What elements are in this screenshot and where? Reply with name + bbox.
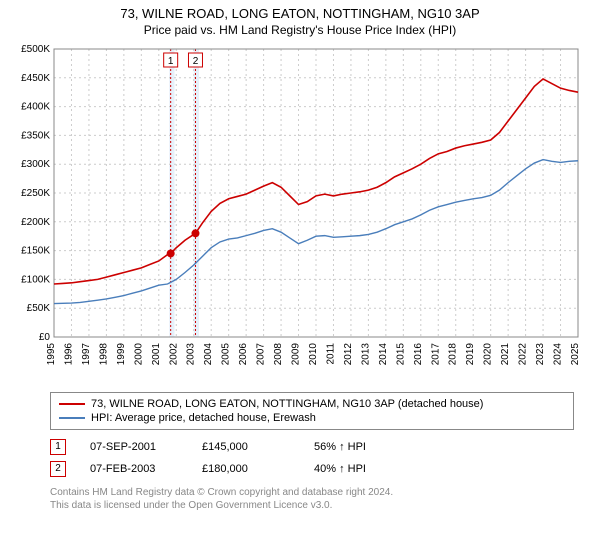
svg-text:£500K: £500K	[21, 44, 50, 55]
transaction-delta: 40% ↑ HPI	[314, 463, 402, 475]
transaction-date: 07-FEB-2003	[90, 463, 178, 475]
transaction-date: 07-SEP-2001	[90, 441, 178, 453]
svg-text:1: 1	[168, 56, 174, 67]
svg-text:1995: 1995	[46, 343, 57, 366]
svg-text:£200K: £200K	[21, 217, 50, 228]
svg-text:2015: 2015	[395, 343, 406, 366]
svg-text:2014: 2014	[378, 343, 389, 366]
chart-area: £0 £50K £100K £150K £200K £250K £300K £350K £400…	[10, 41, 590, 386]
legend-row: 73, WILNE ROAD, LONG EATON, NOTTINGHAM, …	[59, 397, 565, 411]
svg-text:2011: 2011	[325, 343, 336, 365]
transaction-price: £145,000	[202, 441, 290, 453]
svg-text:2001: 2001	[151, 343, 162, 366]
line-chart-svg: £0 £50K £100K £150K £200K £250K £300K £350K £400…	[10, 41, 590, 381]
svg-text:2017: 2017	[430, 343, 441, 366]
footer-line-1: Contains HM Land Registry data © Crown c…	[50, 486, 574, 499]
svg-text:£100K: £100K	[21, 274, 50, 285]
svg-text:2012: 2012	[343, 343, 354, 366]
svg-text:2018: 2018	[448, 343, 459, 366]
svg-text:2013: 2013	[360, 343, 371, 366]
legend-row: HPI: Average price, detached house, Erew…	[59, 411, 565, 425]
transaction-marker: 1	[50, 439, 66, 455]
svg-text:2023: 2023	[535, 343, 546, 366]
svg-text:2022: 2022	[518, 343, 529, 366]
svg-text:2020: 2020	[483, 343, 494, 366]
svg-text:2021: 2021	[500, 343, 511, 366]
title-line-1: 73, WILNE ROAD, LONG EATON, NOTTINGHAM, …	[0, 0, 600, 21]
svg-text:1997: 1997	[81, 343, 92, 366]
svg-text:2016: 2016	[413, 343, 424, 366]
legend-swatch	[59, 403, 85, 405]
footer-attribution: Contains HM Land Registry data © Crown c…	[50, 486, 574, 512]
svg-text:2009: 2009	[291, 343, 302, 366]
svg-text:£450K: £450K	[21, 73, 50, 84]
transaction-row: 2 07-FEB-2003 £180,000 40% ↑ HPI	[50, 458, 574, 480]
svg-text:1996: 1996	[63, 343, 74, 366]
transactions-table: 1 07-SEP-2001 £145,000 56% ↑ HPI 2 07-FEB-200…	[50, 436, 574, 480]
legend-label: 73, WILNE ROAD, LONG EATON, NOTTINGHAM, …	[91, 398, 483, 410]
svg-text:£250K: £250K	[21, 188, 50, 199]
svg-text:2025: 2025	[570, 343, 581, 366]
legend-label: HPI: Average price, detached house, Erew…	[91, 412, 316, 424]
svg-text:1998: 1998	[98, 343, 109, 366]
svg-text:2004: 2004	[203, 343, 214, 366]
legend-swatch	[59, 417, 85, 419]
svg-text:2008: 2008	[273, 343, 284, 366]
svg-text:2002: 2002	[168, 343, 179, 366]
chart-container: 73, WILNE ROAD, LONG EATON, NOTTINGHAM, …	[0, 0, 600, 560]
svg-text:2000: 2000	[133, 343, 144, 366]
svg-text:£0: £0	[39, 332, 51, 343]
svg-text:£400K: £400K	[21, 102, 50, 113]
svg-text:£300K: £300K	[21, 159, 50, 170]
svg-text:2003: 2003	[186, 343, 197, 366]
svg-text:2005: 2005	[221, 343, 232, 366]
svg-text:1999: 1999	[116, 343, 127, 366]
transaction-row: 1 07-SEP-2001 £145,000 56% ↑ HPI	[50, 436, 574, 458]
svg-text:£350K: £350K	[21, 130, 50, 141]
transaction-delta: 56% ↑ HPI	[314, 441, 402, 453]
footer-line-2: This data is licensed under the Open Gov…	[50, 499, 574, 512]
title-line-2: Price paid vs. HM Land Registry's House …	[0, 21, 600, 37]
transaction-price: £180,000	[202, 463, 290, 475]
svg-text:2010: 2010	[308, 343, 319, 366]
svg-text:2024: 2024	[553, 343, 564, 366]
svg-text:£150K: £150K	[21, 246, 50, 257]
legend-box: 73, WILNE ROAD, LONG EATON, NOTTINGHAM, …	[50, 392, 574, 430]
svg-text:2: 2	[193, 56, 199, 67]
svg-text:2006: 2006	[238, 343, 249, 366]
svg-text:2019: 2019	[465, 343, 476, 366]
transaction-marker: 2	[50, 461, 66, 477]
svg-text:2007: 2007	[256, 343, 267, 366]
svg-text:£50K: £50K	[27, 303, 51, 314]
